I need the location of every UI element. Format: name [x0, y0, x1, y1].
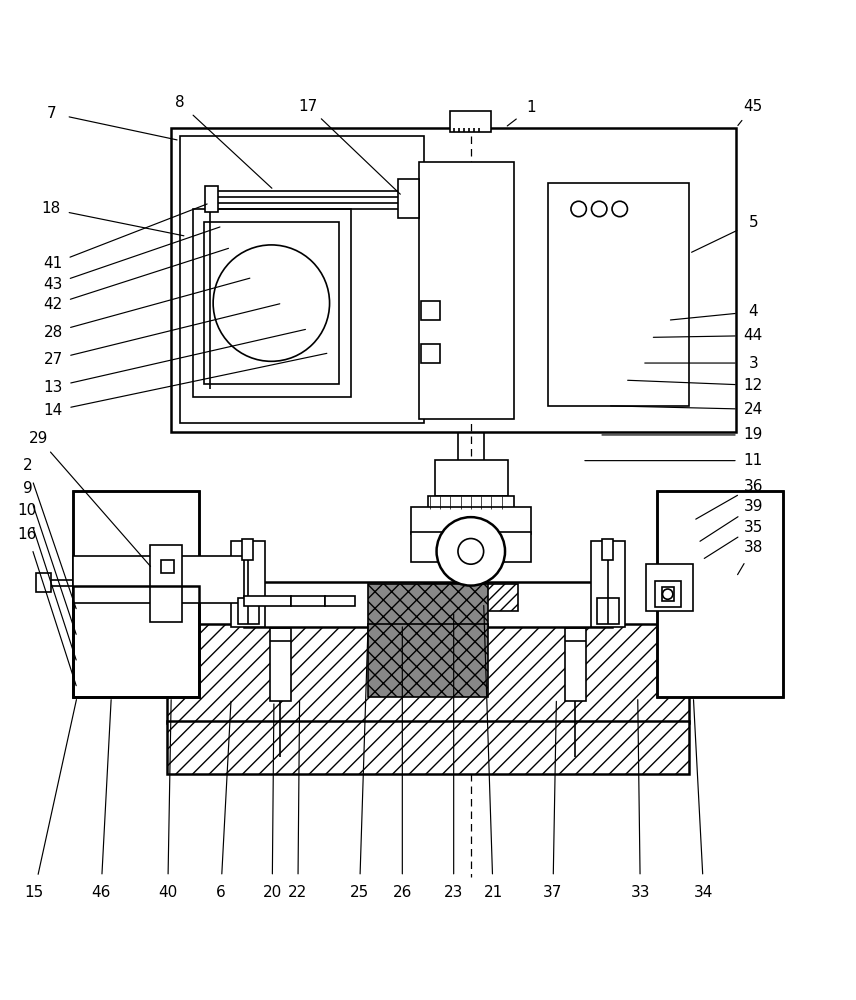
Text: 25: 25 — [350, 885, 369, 900]
Bar — [193, 209, 351, 397]
Bar — [435, 460, 508, 496]
Bar — [180, 136, 424, 423]
Bar — [662, 587, 674, 601]
Bar — [36, 573, 51, 592]
Bar — [368, 624, 488, 697]
Text: 26: 26 — [393, 885, 412, 900]
Bar — [421, 344, 440, 363]
Text: 29: 29 — [29, 431, 48, 446]
Text: 28: 28 — [44, 325, 62, 340]
Bar — [450, 111, 491, 132]
Bar — [646, 564, 693, 611]
Text: 13: 13 — [44, 380, 62, 395]
Bar — [167, 721, 689, 774]
Text: 36: 36 — [744, 479, 763, 494]
Text: 38: 38 — [744, 540, 763, 555]
Bar — [171, 128, 736, 432]
Text: 8: 8 — [175, 95, 185, 110]
Bar — [597, 598, 619, 624]
Bar — [565, 628, 586, 701]
Bar — [244, 582, 612, 627]
Text: 2: 2 — [22, 458, 33, 473]
Bar — [204, 222, 339, 384]
Bar — [205, 186, 218, 212]
Text: 17: 17 — [299, 99, 318, 114]
Bar — [244, 596, 291, 606]
Text: 20: 20 — [263, 885, 282, 900]
Text: 37: 37 — [544, 885, 562, 900]
Text: 22: 22 — [288, 885, 307, 900]
Bar — [421, 301, 440, 320]
Text: 33: 33 — [631, 885, 650, 900]
Text: 24: 24 — [744, 402, 763, 417]
Text: 1: 1 — [526, 100, 536, 115]
Bar — [73, 491, 199, 697]
Bar — [591, 541, 625, 627]
Text: 15: 15 — [25, 885, 44, 900]
Bar — [655, 581, 681, 607]
Text: 12: 12 — [744, 378, 763, 393]
Text: 11: 11 — [744, 453, 763, 468]
Text: 9: 9 — [22, 481, 33, 496]
Bar — [73, 491, 199, 697]
Bar — [73, 586, 199, 697]
Text: 10: 10 — [18, 503, 37, 518]
Bar — [161, 560, 174, 573]
Text: 40: 40 — [158, 885, 177, 900]
Text: 14: 14 — [44, 403, 62, 418]
Bar — [291, 596, 325, 606]
Text: 27: 27 — [44, 352, 62, 367]
Text: 4: 4 — [748, 304, 758, 319]
Text: 46: 46 — [92, 885, 110, 900]
Bar — [657, 491, 783, 697]
Bar — [398, 179, 419, 218]
Circle shape — [213, 245, 330, 361]
Bar — [424, 584, 518, 611]
Bar — [368, 584, 488, 627]
Text: 44: 44 — [744, 328, 763, 343]
Bar — [73, 491, 199, 697]
Bar — [242, 539, 253, 560]
Text: 19: 19 — [744, 427, 763, 442]
Text: 5: 5 — [748, 215, 758, 230]
Bar — [411, 532, 531, 562]
Text: 39: 39 — [744, 499, 763, 514]
Bar — [167, 624, 689, 723]
Bar — [150, 545, 182, 622]
Text: 41: 41 — [44, 256, 62, 271]
Text: 3: 3 — [748, 356, 758, 371]
Text: 6: 6 — [216, 885, 226, 900]
Circle shape — [437, 517, 505, 586]
Text: 16: 16 — [18, 527, 37, 542]
Circle shape — [663, 589, 673, 599]
Bar — [270, 628, 291, 701]
Text: 18: 18 — [42, 201, 61, 216]
Text: 35: 35 — [744, 520, 763, 535]
Bar — [657, 491, 783, 697]
Circle shape — [458, 539, 484, 564]
Bar — [548, 183, 689, 406]
Text: 34: 34 — [694, 885, 713, 900]
Bar — [419, 162, 514, 419]
Text: 45: 45 — [744, 99, 763, 114]
Bar — [238, 598, 259, 624]
Circle shape — [612, 201, 627, 217]
Text: 7: 7 — [46, 106, 56, 121]
Circle shape — [571, 201, 586, 217]
Text: 43: 43 — [44, 277, 62, 292]
Text: 21: 21 — [484, 885, 502, 900]
Bar — [231, 541, 265, 627]
Text: 42: 42 — [44, 297, 62, 312]
Bar — [428, 496, 514, 509]
Bar — [325, 596, 355, 606]
Bar — [657, 491, 783, 697]
Bar — [411, 507, 531, 534]
Text: 23: 23 — [444, 885, 463, 900]
Bar — [73, 556, 244, 603]
Bar — [602, 539, 613, 560]
Circle shape — [591, 201, 607, 217]
